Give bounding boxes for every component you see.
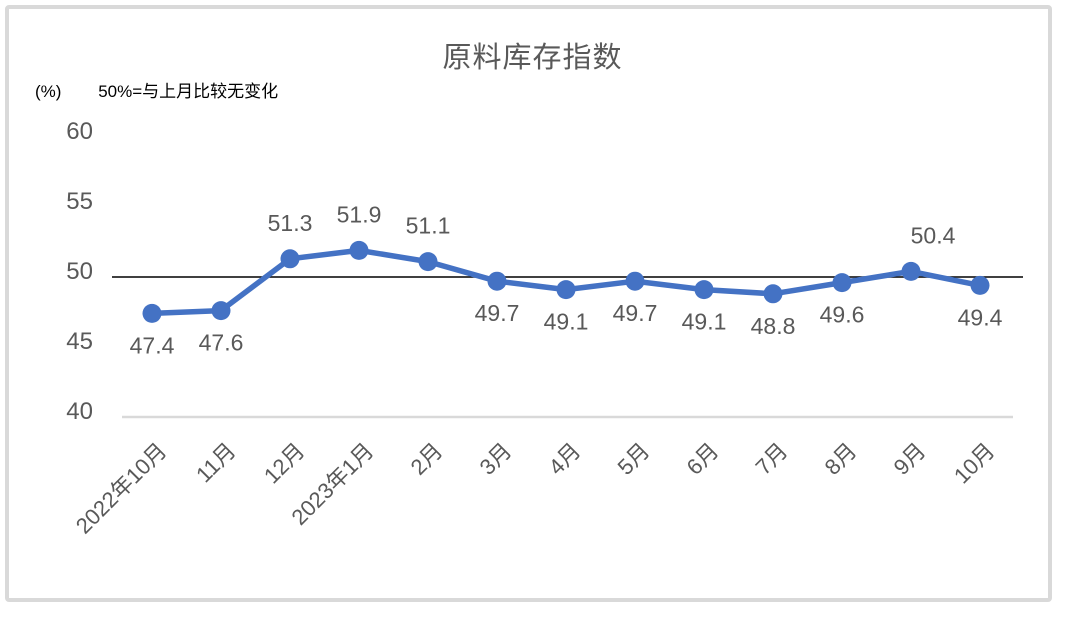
data-label: 51.3 (268, 210, 313, 236)
data-label: 50.4 (911, 222, 956, 248)
chart-title: 原料库存指数 (442, 42, 623, 74)
x-tick-label: 3月 (475, 438, 517, 480)
x-tick-label: 5月 (613, 438, 655, 480)
axis-note: (%) 50%=与上月比较无变化 (35, 77, 278, 102)
data-label: 49.6 (820, 302, 865, 328)
data-label: 48.8 (751, 313, 796, 339)
data-label: 51.9 (337, 201, 382, 227)
data-point-marker (349, 240, 369, 260)
data-point-marker (280, 249, 300, 269)
data-point-marker (142, 303, 162, 323)
y-tick-label: 40 (66, 398, 93, 425)
x-tick-label: 2月 (406, 438, 448, 480)
x-tick-label: 11月 (191, 438, 240, 487)
x-tick-label: 6月 (682, 438, 724, 480)
data-label: 49.7 (475, 300, 520, 326)
data-point-marker (832, 273, 852, 293)
data-point-marker (211, 301, 231, 321)
chart-frame (5, 5, 1052, 602)
data-label: 47.6 (199, 330, 244, 356)
y-tick-label: 50 (66, 258, 93, 285)
data-label: 49.1 (544, 309, 589, 335)
x-tick-label: 8月 (820, 438, 862, 480)
x-tick-label: 9月 (889, 438, 931, 480)
data-point-marker (970, 275, 990, 295)
y-tick-label: 45 (66, 328, 93, 355)
reference-note: 50%=与上月比较无变化 (98, 82, 279, 101)
data-point-marker (487, 271, 507, 291)
x-tick-label: 7月 (751, 438, 793, 480)
data-point-marker (763, 284, 783, 304)
x-tick-label: 12月 (259, 438, 310, 489)
data-label: 49.1 (682, 309, 727, 335)
x-tick-label: 4月 (544, 438, 586, 480)
data-label: 49.7 (613, 300, 658, 326)
data-point-marker (694, 280, 714, 300)
y-tick-label: 55 (66, 188, 93, 215)
data-point-marker (418, 252, 438, 272)
data-point-marker (901, 261, 921, 281)
y-tick-label: 60 (66, 118, 93, 145)
x-tick-label: 2022年10月 (71, 438, 172, 539)
data-label: 49.4 (958, 304, 1003, 330)
data-point-marker (625, 271, 645, 291)
unit-label: (%) (35, 82, 62, 101)
data-label: 51.1 (406, 213, 451, 239)
x-tick-label: 10月 (949, 438, 1000, 489)
data-point-marker (556, 280, 576, 300)
data-label: 47.4 (130, 332, 175, 358)
